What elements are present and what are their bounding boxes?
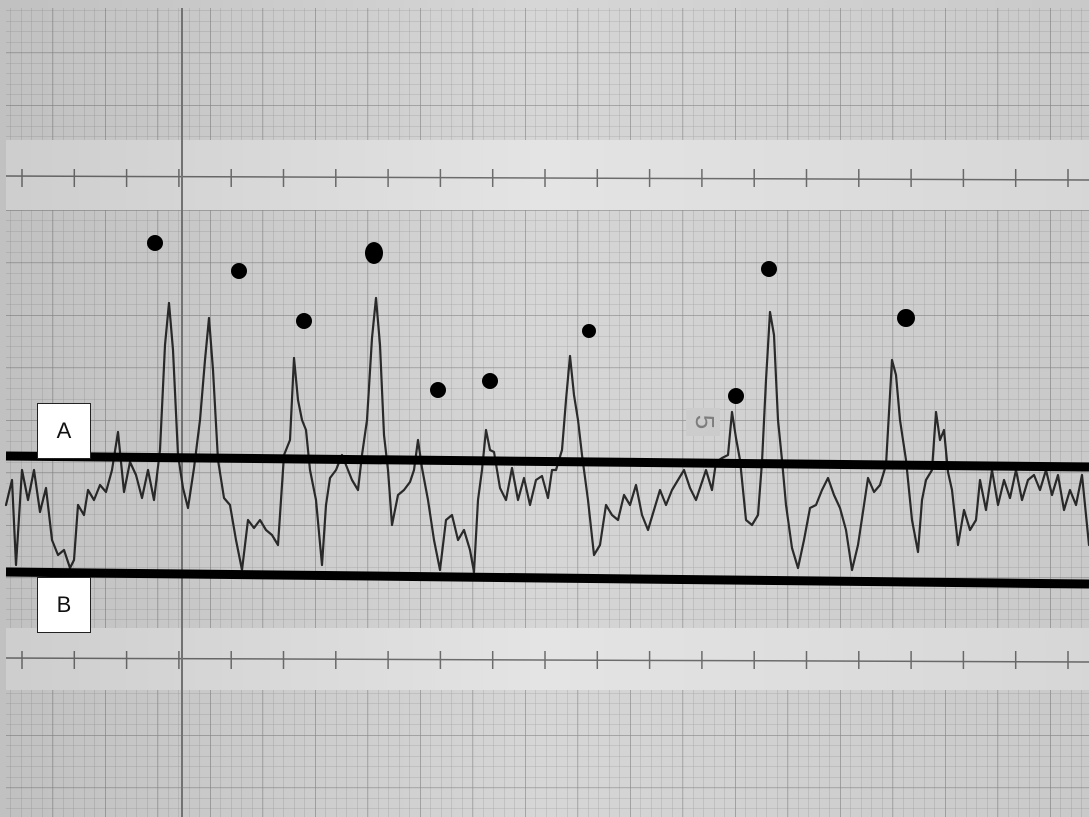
label-b-text: B bbox=[56, 592, 72, 617]
label-b-box: B bbox=[37, 577, 91, 633]
label-a-text: A bbox=[56, 418, 72, 443]
label-a-box: A bbox=[37, 403, 91, 459]
